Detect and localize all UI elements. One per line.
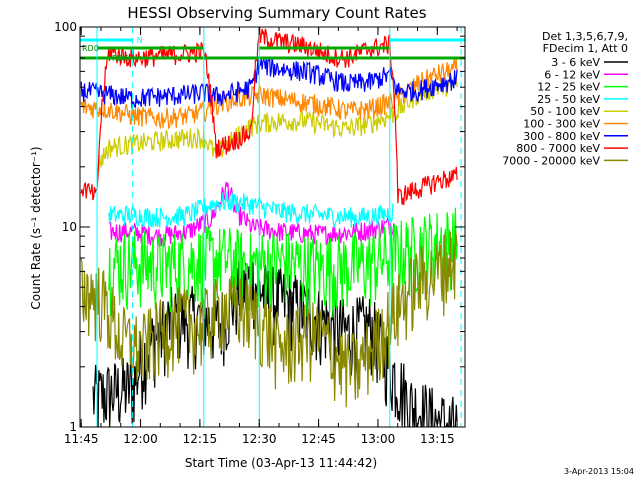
legend-entry-label: 25 - 50 keV: [537, 93, 600, 106]
legend-entry-label: 800 - 7000 keV: [516, 142, 600, 155]
data-layer: [80, 27, 458, 427]
x-tick-label: 12:30: [242, 432, 277, 446]
legend-entry-label: 6 - 12 keV: [544, 68, 600, 81]
x-tick-label: 13:00: [361, 432, 396, 446]
axis-layer: 11:45 12:00 12:15 12:30 12:45 13:00 13:15 1 10 10…: [54, 20, 465, 446]
x-tick-label: 11:45: [64, 432, 99, 446]
legend-header-line: FDecim 1, Att 0: [543, 42, 628, 55]
x-tick-label: 12:00: [123, 432, 158, 446]
chart-title: HESSI Observing Summary Count Rates: [127, 4, 426, 22]
series-line-50-100-kev: [96, 76, 458, 173]
x-tick-label: 12:15: [183, 432, 218, 446]
timestamp: 3-Apr-2013 15:04: [564, 467, 634, 476]
legend-entry-label: 12 - 25 keV: [537, 81, 600, 94]
flag-label-rd6: RD6: [112, 54, 129, 63]
y-tick-label: 100: [54, 20, 77, 34]
legend-entry-label: 50 - 100 keV: [530, 105, 600, 118]
legend-entry-label: 300 - 800 keV: [523, 130, 600, 143]
legend-entry-label: 7000 - 20000 keV: [502, 154, 600, 167]
x-tick-label: 13:15: [420, 432, 455, 446]
flag-label-rd0: RD0: [82, 44, 99, 53]
series-line-25-50-kev: [108, 191, 395, 228]
legend: Det 1,3,5,6,7,9,FDecim 1, Att 03 - 6 keV…: [502, 30, 628, 167]
series-line-800-7000-kev: [80, 27, 458, 206]
legend-header-line: Det 1,3,5,6,7,9,: [542, 30, 628, 43]
series-line-100-300-kev: [80, 58, 458, 130]
series-line-7000-20000-kev: [80, 229, 458, 408]
series-line-3-6-kev: [92, 257, 458, 427]
y-axis-label: Count Rate (s⁻¹ detector⁻¹): [29, 146, 43, 309]
x-axis-label: Start Time (03-Apr-13 11:44:42): [185, 456, 377, 470]
y-tick-label: 10: [62, 220, 77, 234]
y-tick-label: 1: [69, 420, 77, 434]
series-line-6-12-kev: [108, 181, 395, 248]
legend-entry-label: 100 - 300 keV: [523, 118, 600, 131]
legend-entry-label: 3 - 6 keV: [551, 56, 600, 69]
x-tick-label: 12:45: [301, 432, 336, 446]
flag-label-n: N: [137, 36, 143, 45]
